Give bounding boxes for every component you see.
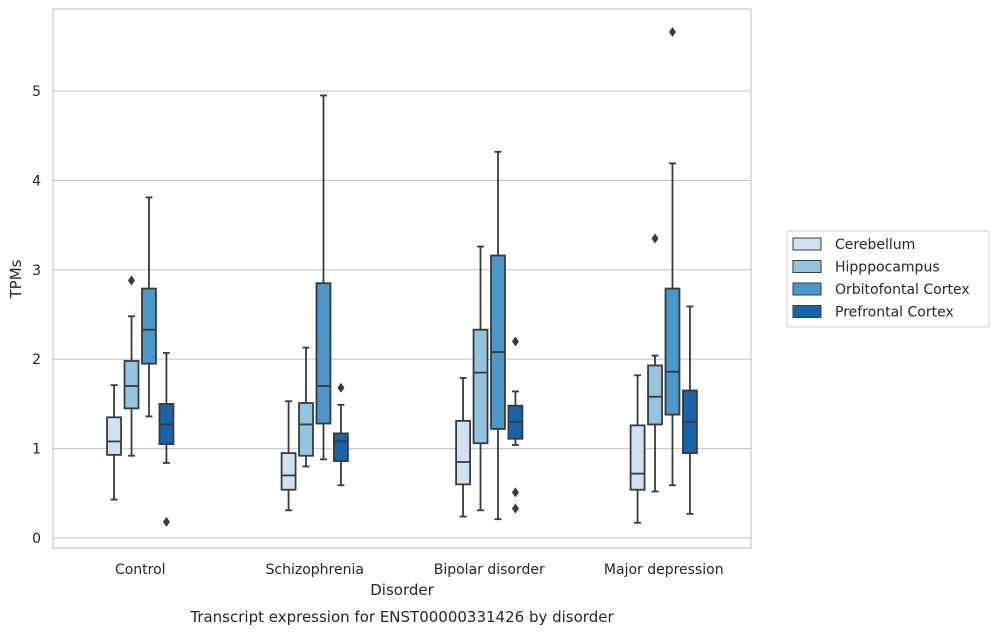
box-body xyxy=(490,254,506,430)
box-body xyxy=(647,364,663,426)
y-tick-label: 4 xyxy=(32,173,41,189)
y-tick-label: 5 xyxy=(32,84,41,100)
box-2-0 xyxy=(141,196,157,418)
plot-frame xyxy=(52,8,752,549)
legend-swatch xyxy=(792,260,822,273)
box-1-1 xyxy=(298,346,314,468)
y-tick-label: 0 xyxy=(32,531,41,547)
box-3-1 xyxy=(333,382,349,487)
box-2-2 xyxy=(490,150,506,521)
box-body xyxy=(333,432,349,463)
box-0-1 xyxy=(280,400,297,512)
gridlines xyxy=(53,90,751,539)
legend-swatch xyxy=(792,237,822,251)
x-tick-label: Major depression xyxy=(604,562,724,578)
box-0-3 xyxy=(629,374,646,524)
outlier-point xyxy=(337,382,345,393)
box-0-2 xyxy=(455,377,471,518)
legend-label: Hipppocampus xyxy=(835,260,940,276)
box-3-2 xyxy=(507,336,524,514)
x-axis-label: Disorder xyxy=(370,581,434,599)
legend-swatch xyxy=(792,282,822,296)
legend: Cerebellum Hipppocampus Orbitofontal Corte… xyxy=(786,230,990,328)
outlier-point xyxy=(162,516,170,527)
box-3-0 xyxy=(158,352,175,527)
box-3-3 xyxy=(682,305,698,515)
box-body xyxy=(472,328,489,445)
box-body xyxy=(629,424,646,491)
box-2-3 xyxy=(664,26,681,487)
x-tick-label: Bipolar disorder xyxy=(434,562,545,578)
x-tick-label: Control xyxy=(115,562,166,578)
box-0-0 xyxy=(106,384,122,501)
box-body xyxy=(664,287,681,416)
outlier-point xyxy=(651,233,659,244)
legend-frame xyxy=(786,230,990,328)
y-tick-label: 3 xyxy=(32,263,41,279)
outlier-point xyxy=(668,26,676,37)
outlier-point xyxy=(511,487,519,498)
box-body xyxy=(298,402,314,457)
legend-swatch xyxy=(792,305,822,318)
box-body xyxy=(106,416,122,456)
box-1-2 xyxy=(472,245,489,512)
box-body xyxy=(141,287,157,365)
outlier-point xyxy=(511,336,519,347)
box-1-0 xyxy=(123,275,140,457)
x-tick-label: Schizophrenia xyxy=(266,562,364,578)
box-body xyxy=(123,360,140,410)
chart-caption: Transcript expression for ENST0000033142… xyxy=(189,608,614,626)
x-tick-labels: Control Schizophrenia Bipolar disorder Majo… xyxy=(115,562,724,578)
box-2-1 xyxy=(315,94,332,461)
y-tick-label: 1 xyxy=(32,442,41,458)
y-axis-label: TPMs xyxy=(7,259,25,299)
box-groups xyxy=(106,26,698,527)
legend-label: Cerebellum xyxy=(835,237,915,253)
y-tick-labels: 0 1 2 3 4 5 xyxy=(32,84,41,547)
outlier-point xyxy=(128,275,136,286)
y-tick-label: 2 xyxy=(32,352,41,368)
box-body xyxy=(280,452,297,491)
legend-label: Orbitofontal Cortex xyxy=(835,282,970,298)
legend-label: Prefrontal Cortex xyxy=(835,305,954,321)
box-body xyxy=(455,419,471,486)
box-1-3 xyxy=(647,233,663,493)
outlier-point xyxy=(511,503,519,514)
box-body xyxy=(315,282,332,425)
